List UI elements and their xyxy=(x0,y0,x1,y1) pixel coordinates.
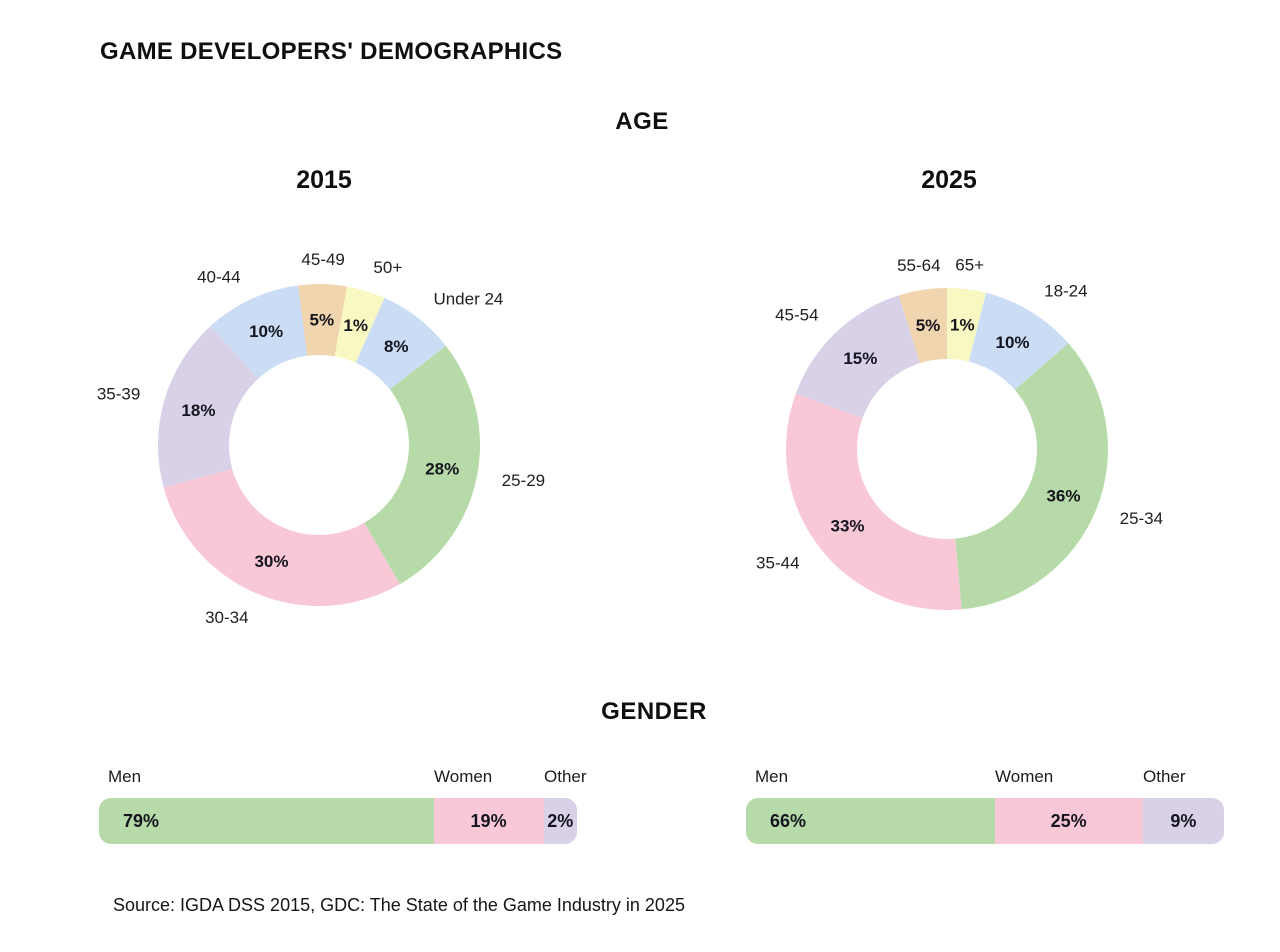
slice-percent-label-65: 1% xyxy=(950,315,975,334)
slice-percent-label-30-34: 30% xyxy=(254,552,288,571)
slice-percent-label-35-39: 18% xyxy=(181,401,215,420)
donut-slice-45-54 xyxy=(795,295,921,419)
donut-slice-50 xyxy=(334,286,385,363)
gender-percent-label-other: 9% xyxy=(1170,810,1197,831)
slice-age-label-30-34: 30-34 xyxy=(205,608,248,627)
gender-bar-chart-2015: Men Women Other 79% 19% 2% xyxy=(99,764,587,848)
slice-age-label-35-44: 35-44 xyxy=(756,553,799,572)
gender-category-label-men: Men xyxy=(108,767,142,786)
slice-age-label-40-44: 40-44 xyxy=(197,267,240,286)
gender-percent-label-men: 66% xyxy=(770,810,807,831)
slice-age-label-25-34: 25-34 xyxy=(1120,509,1163,528)
year-heading-2025: 2025 xyxy=(921,166,977,194)
donut-slice-30-34 xyxy=(163,468,400,606)
slice-age-label-45-54: 45-54 xyxy=(775,305,818,324)
slice-percent-label-under-24: 8% xyxy=(384,337,409,356)
slice-percent-label-45-49: 5% xyxy=(310,310,335,329)
age-section-heading: AGE xyxy=(615,108,669,135)
slice-age-label-65: 65+ xyxy=(955,255,984,274)
donut-slice-35-44 xyxy=(786,393,962,610)
gender-segment-men: 79% xyxy=(99,798,434,844)
slice-percent-label-25-34: 36% xyxy=(1046,487,1080,506)
age-donut-2015: 8% Under 24 28% 25-29 30% 30-34 18% 35-39 10% 40-… xyxy=(97,250,545,627)
year-heading-2015: 2015 xyxy=(296,166,352,194)
gender-category-label-women: Women xyxy=(995,767,1054,786)
donut-slice-65 xyxy=(947,288,986,362)
gender-percent-label-men: 79% xyxy=(123,810,160,831)
slice-percent-label-35-44: 33% xyxy=(830,516,864,535)
slice-age-label-50: 50+ xyxy=(373,258,402,277)
gender-category-label-women: Women xyxy=(434,767,493,786)
donut-slice-55-64 xyxy=(898,288,948,364)
gender-stacked-bar: 79% 19% 2% xyxy=(99,798,577,844)
gender-percent-label-women: 19% xyxy=(470,810,507,831)
slice-age-label-35-39: 35-39 xyxy=(97,384,140,403)
donut-slice-45-49 xyxy=(298,284,348,357)
slice-percent-label-40-44: 10% xyxy=(249,322,283,341)
slice-age-label-18-24: 18-24 xyxy=(1044,281,1087,300)
gender-section-heading: GENDER xyxy=(601,698,707,725)
gender-segment-other: 2% xyxy=(543,798,577,844)
slice-percent-label-18-24: 10% xyxy=(996,333,1030,352)
gender-segment-men: 66% xyxy=(746,798,995,844)
gender-category-label-men: Men xyxy=(755,767,789,786)
donut-slice-18-24 xyxy=(968,292,1069,390)
slice-percent-label-50: 1% xyxy=(343,316,368,335)
slice-age-label-45-49: 45-49 xyxy=(301,250,344,269)
donut-slice-35-39 xyxy=(158,326,259,488)
page-title: GAME DEVELOPERS' DEMOGRAPHICS xyxy=(100,38,563,65)
gender-segment-women: 19% xyxy=(433,798,544,844)
age-donut-2025: 10% 18-24 36% 25-34 33% 35-44 15% 45-54 5% 55-64 1… xyxy=(756,255,1163,610)
slice-percent-label-45-54: 15% xyxy=(843,349,877,368)
donut-slice-25-34 xyxy=(955,343,1108,610)
slice-percent-label-25-29: 28% xyxy=(425,460,459,479)
gender-segment-women: 25% xyxy=(994,798,1143,844)
donut-slice-25-29 xyxy=(364,345,481,585)
gender-percent-label-women: 25% xyxy=(1050,810,1087,831)
source-attribution: Source: IGDA DSS 2015, GDC: The State of… xyxy=(113,895,685,915)
gender-percent-label-other: 2% xyxy=(547,810,574,831)
gender-category-label-other: Other xyxy=(1143,767,1186,786)
gender-category-label-other: Other xyxy=(544,767,587,786)
donut-slice-under-24 xyxy=(355,297,446,390)
slice-percent-label-55-64: 5% xyxy=(916,316,941,335)
gender-segment-other: 9% xyxy=(1142,798,1224,844)
gender-bar-chart-2025: Men Women Other 66% 25% 9% xyxy=(746,764,1224,848)
slice-age-label-55-64: 55-64 xyxy=(897,256,940,275)
slice-age-label-25-29: 25-29 xyxy=(502,471,545,490)
slice-age-label-under-24: Under 24 xyxy=(433,289,503,308)
gender-stacked-bar: 66% 25% 9% xyxy=(746,798,1224,844)
donut-slice-40-44 xyxy=(210,285,308,379)
